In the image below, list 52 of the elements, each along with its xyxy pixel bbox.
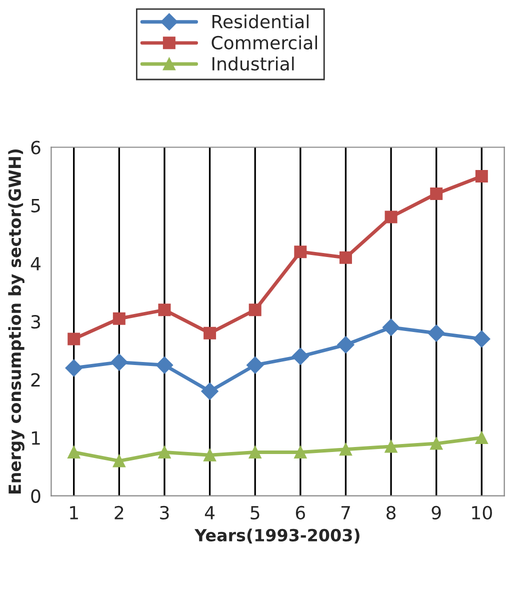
x-tick-label: 8 <box>386 506 396 520</box>
point <box>201 382 218 400</box>
y-axis-title: Energy consumption by sector(GWH) <box>8 149 24 494</box>
legend-label: Residential <box>212 14 308 28</box>
point <box>475 170 488 183</box>
x-tick-label: 1 <box>70 506 78 520</box>
point <box>339 251 352 264</box>
point <box>112 454 126 468</box>
x-tick-label: 2 <box>114 506 124 520</box>
point <box>473 330 490 348</box>
x-tick-label: 10 <box>472 506 492 520</box>
point <box>294 446 307 459</box>
point <box>204 448 216 462</box>
point <box>204 326 216 340</box>
y-tick-label: 3 <box>31 314 40 329</box>
point <box>248 446 262 459</box>
point <box>384 210 398 224</box>
point <box>339 443 352 456</box>
point <box>294 246 307 258</box>
point <box>156 356 174 374</box>
x-tick-label: 4 <box>204 506 215 520</box>
point <box>248 304 262 316</box>
legend-label: Commercial <box>212 36 317 50</box>
point <box>428 324 445 342</box>
x-tick-label: 7 <box>341 506 350 520</box>
point <box>475 431 488 444</box>
point <box>337 336 354 354</box>
y-tick-label: 5 <box>31 199 40 212</box>
point <box>246 356 264 374</box>
point <box>430 437 443 450</box>
point <box>110 354 128 371</box>
point <box>65 359 82 377</box>
point <box>68 446 80 459</box>
y-tick-label: 0 <box>31 489 40 503</box>
point <box>384 440 398 453</box>
y-tick-label: 2 <box>31 373 40 386</box>
legend-label: Industrial <box>212 56 294 71</box>
point <box>68 332 80 346</box>
x-tick-label: 5 <box>250 506 260 520</box>
y-tick-label: 6 <box>31 140 40 154</box>
point <box>430 187 443 200</box>
y-tick-label: 4 <box>30 257 40 270</box>
x-axis-title: Years(1993-2003) <box>194 528 360 544</box>
point <box>112 312 126 325</box>
x-tick-label: 3 <box>160 506 169 520</box>
point <box>382 318 400 336</box>
x-tick-label: 6 <box>296 506 306 520</box>
point <box>158 446 171 459</box>
point <box>292 348 309 365</box>
x-tick-label: 9 <box>432 506 441 520</box>
point <box>158 304 171 316</box>
y-tick-label: 1 <box>32 431 40 445</box>
